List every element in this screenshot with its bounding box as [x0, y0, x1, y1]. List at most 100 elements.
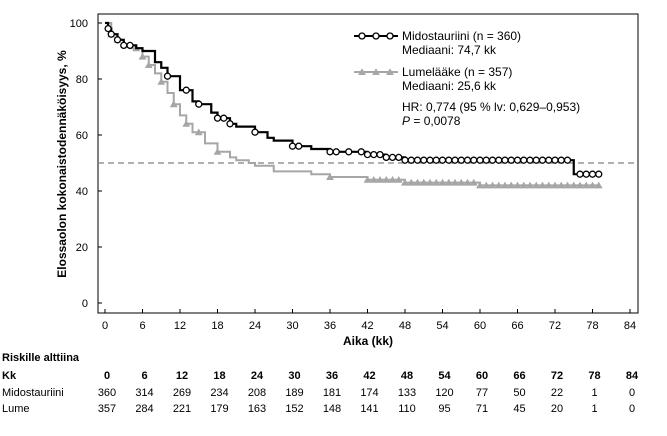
- risk-time: 12: [176, 370, 188, 382]
- risk-count: 179: [210, 403, 228, 415]
- censor-mark: [363, 150, 372, 159]
- censor-mark: [438, 178, 447, 186]
- risk-row-label-placebo: Lume: [2, 403, 30, 415]
- censor-mark: [501, 181, 509, 189]
- legend-median-midostaurin: Mediaani: 74,7 kk: [402, 43, 497, 57]
- risk-time: 78: [588, 370, 600, 382]
- risk-count: 71: [476, 403, 488, 415]
- y-tick-label: 20: [76, 242, 88, 254]
- censor-mark: [120, 41, 128, 50]
- censor-mark: [444, 178, 453, 186]
- censor-mark: [545, 156, 553, 164]
- legend-marker-icon: [386, 32, 394, 40]
- censor-mark: [451, 156, 459, 164]
- x-tick-label: 0: [102, 320, 108, 332]
- censor-mark: [451, 178, 459, 186]
- censor-mark: [532, 156, 540, 164]
- censor-mark: [369, 175, 378, 183]
- risk-count: 269: [173, 387, 191, 399]
- risk-count: 133: [398, 387, 416, 399]
- x-tick-label: 72: [549, 320, 561, 332]
- y-axis-label: Elossaolon kokonaistodennäköisyys, %: [55, 50, 69, 278]
- legend-marker-icon: [372, 68, 380, 75]
- risk-count: 284: [135, 403, 153, 415]
- x-tick-label: 30: [286, 320, 298, 332]
- censor-mark: [419, 178, 428, 186]
- risk-count: 174: [360, 387, 378, 399]
- risk-count: 20: [551, 403, 563, 415]
- y-tick-label: 60: [76, 130, 88, 142]
- x-tick-label: 84: [624, 320, 636, 332]
- censor-mark: [438, 156, 447, 164]
- risk-time: 60: [476, 370, 488, 382]
- censor-mark: [519, 181, 528, 189]
- censor-mark: [295, 142, 303, 150]
- censor-mark: [401, 156, 409, 164]
- censor-mark: [395, 153, 403, 162]
- risk-count: 357: [98, 403, 116, 415]
- censor-mark: [576, 170, 584, 178]
- censor-mark: [582, 181, 591, 189]
- censor-mark: [194, 128, 203, 136]
- censor-mark: [420, 156, 428, 164]
- risk-count: 1: [591, 403, 597, 415]
- risk-count: 163: [248, 403, 266, 415]
- censor-mark: [138, 52, 147, 60]
- x-tick-label: 60: [474, 320, 486, 332]
- y-tick-label: 40: [76, 186, 88, 198]
- risk-table: Riskille alttiina Kk Midostauriini Lume …: [2, 352, 639, 415]
- censor-mark: [538, 181, 547, 189]
- legend-marker-icon: [358, 32, 366, 40]
- censor-mark: [488, 181, 497, 189]
- legend-marker-icon: [358, 68, 366, 75]
- risk-count: 152: [285, 403, 303, 415]
- censor-mark: [513, 181, 522, 189]
- x-axis-label: Aika (kk): [343, 334, 393, 348]
- censor-mark: [113, 36, 122, 44]
- censor-mark: [576, 181, 584, 189]
- censor-mark: [432, 178, 441, 186]
- x-tick-label: 54: [436, 320, 448, 332]
- x-tick-label: 12: [174, 320, 186, 332]
- censor-mark: [507, 181, 516, 189]
- risk-count: 120: [435, 387, 453, 399]
- censor-mark: [463, 178, 472, 186]
- censor-mark: [557, 181, 566, 189]
- x-tick-label: 42: [361, 320, 373, 332]
- risk-time: 0: [104, 370, 110, 382]
- censor-mark: [463, 156, 472, 164]
- risk-count: 50: [513, 387, 525, 399]
- risk-table-header-label: Kk: [2, 370, 17, 382]
- censor-mark: [107, 30, 115, 38]
- censor-mark: [401, 178, 409, 186]
- censor-mark: [482, 181, 491, 189]
- legend-label-placebo: Lumelääke (n = 357): [402, 65, 512, 79]
- censor-mark: [513, 156, 522, 164]
- censor-mark: [382, 153, 390, 162]
- censor-mark: [495, 156, 503, 164]
- censor-mark: [370, 150, 378, 159]
- y-tick-label: 0: [82, 298, 88, 310]
- risk-count: 110: [398, 403, 416, 415]
- censor-mark: [195, 100, 203, 108]
- risk-row-label-midostaurin: Midostauriini: [2, 387, 64, 399]
- risk-time: 48: [401, 370, 413, 382]
- censor-mark: [376, 150, 384, 159]
- censor-mark: [126, 41, 134, 50]
- censor-mark: [588, 170, 597, 178]
- censor-mark: [213, 147, 222, 155]
- censor-mark: [551, 156, 559, 164]
- censor-mark: [520, 156, 528, 164]
- risk-time: 54: [438, 370, 451, 382]
- censor-mark: [407, 178, 416, 186]
- censor-mark: [382, 175, 391, 183]
- censor-mark: [426, 178, 434, 186]
- risk-count: 189: [285, 387, 303, 399]
- risk-count: 360: [98, 387, 116, 399]
- censor-mark: [332, 148, 340, 156]
- risk-count: 22: [551, 387, 563, 399]
- risk-count: 181: [323, 387, 341, 399]
- x-tick-label: 6: [139, 320, 145, 332]
- censor-mark: [476, 156, 484, 164]
